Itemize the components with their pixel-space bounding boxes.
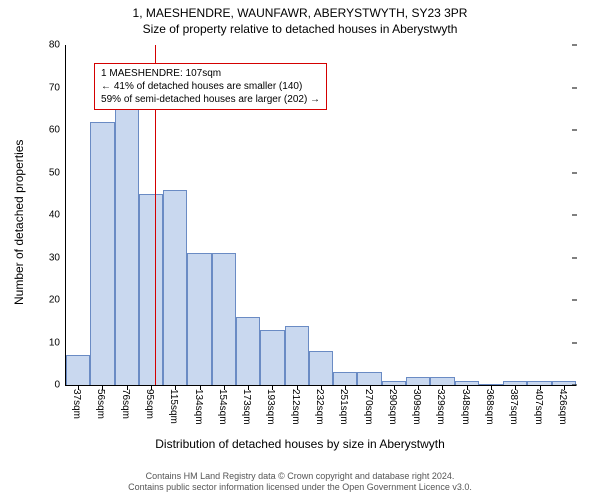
ytick-label: 70: [49, 82, 66, 93]
ytick-mark: [572, 130, 577, 131]
ytick-label: 20: [49, 295, 66, 306]
xtick-label: 173sqm: [241, 389, 252, 425]
bar: [333, 372, 357, 385]
ytick-mark: [572, 87, 577, 88]
bar: [357, 372, 381, 385]
y-axis-label: Number of detached properties: [12, 275, 26, 305]
bar: [163, 190, 187, 386]
bar: [212, 253, 236, 385]
annotation-box: 1 MAESHENDRE: 107sqm ← 41% of detached h…: [94, 63, 327, 110]
bar: [236, 317, 260, 385]
ytick-mark: [572, 172, 577, 173]
xtick-label: 115sqm: [168, 389, 179, 424]
bar: [139, 194, 163, 385]
xtick-label: 329sqm: [435, 389, 446, 425]
bar: [285, 326, 309, 386]
xtick-label: 270sqm: [363, 389, 374, 425]
footer: Contains HM Land Registry data © Crown c…: [0, 471, 600, 494]
xtick-label: 348sqm: [460, 389, 471, 425]
xtick-label: 407sqm: [533, 389, 544, 425]
bar: [309, 351, 333, 385]
xtick-label: 309sqm: [411, 389, 422, 425]
chart-container: 1, MAESHENDRE, WAUNFAWR, ABERYSTWYTH, SY…: [0, 0, 600, 500]
xtick-label: 76sqm: [120, 389, 131, 419]
ytick-mark: [572, 385, 577, 386]
xtick-label: 368sqm: [484, 389, 495, 425]
xtick-label: 387sqm: [508, 389, 519, 425]
bar: [66, 355, 90, 385]
bar: [430, 377, 454, 386]
xtick-label: 95sqm: [144, 389, 155, 419]
xtick-label: 251sqm: [338, 389, 349, 425]
bar: [260, 330, 284, 385]
bar: [90, 122, 114, 386]
x-axis-label: Distribution of detached houses by size …: [0, 437, 600, 451]
xtick-label: 426sqm: [557, 389, 568, 425]
ytick-mark: [572, 300, 577, 301]
xtick-label: 232sqm: [314, 389, 325, 425]
xtick-label: 290sqm: [387, 389, 398, 425]
footer-line-2: Contains public sector information licen…: [0, 482, 600, 494]
title-line-1: 1, MAESHENDRE, WAUNFAWR, ABERYSTWYTH, SY…: [0, 6, 600, 22]
ytick-label: 0: [54, 380, 66, 391]
bar: [406, 377, 430, 386]
ytick-label: 40: [49, 210, 66, 221]
ytick-mark: [572, 45, 577, 46]
ytick-mark: [572, 215, 577, 216]
ytick-label: 80: [49, 40, 66, 51]
xtick-label: 212sqm: [290, 389, 301, 425]
ytick-label: 50: [49, 167, 66, 178]
bar: [187, 253, 211, 385]
footer-line-1: Contains HM Land Registry data © Crown c…: [0, 471, 600, 483]
annotation-line-3: 59% of semi-detached houses are larger (…: [101, 93, 320, 106]
title-block: 1, MAESHENDRE, WAUNFAWR, ABERYSTWYTH, SY…: [0, 0, 600, 37]
annotation-line-1: 1 MAESHENDRE: 107sqm: [101, 67, 320, 80]
xtick-label: 193sqm: [265, 389, 276, 425]
xtick-label: 154sqm: [217, 389, 228, 425]
bar: [115, 100, 139, 385]
ytick-label: 10: [49, 337, 66, 348]
title-line-2: Size of property relative to detached ho…: [0, 22, 600, 38]
ytick-label: 60: [49, 125, 66, 136]
ytick-label: 30: [49, 252, 66, 263]
xtick-label: 56sqm: [95, 389, 106, 419]
ytick-mark: [572, 342, 577, 343]
xtick-label: 134sqm: [193, 389, 204, 425]
annotation-line-2: ← 41% of detached houses are smaller (14…: [101, 80, 320, 93]
xtick-label: 37sqm: [71, 389, 82, 419]
plot-region: 1 MAESHENDRE: 107sqm ← 41% of detached h…: [65, 45, 576, 386]
ytick-mark: [572, 257, 577, 258]
